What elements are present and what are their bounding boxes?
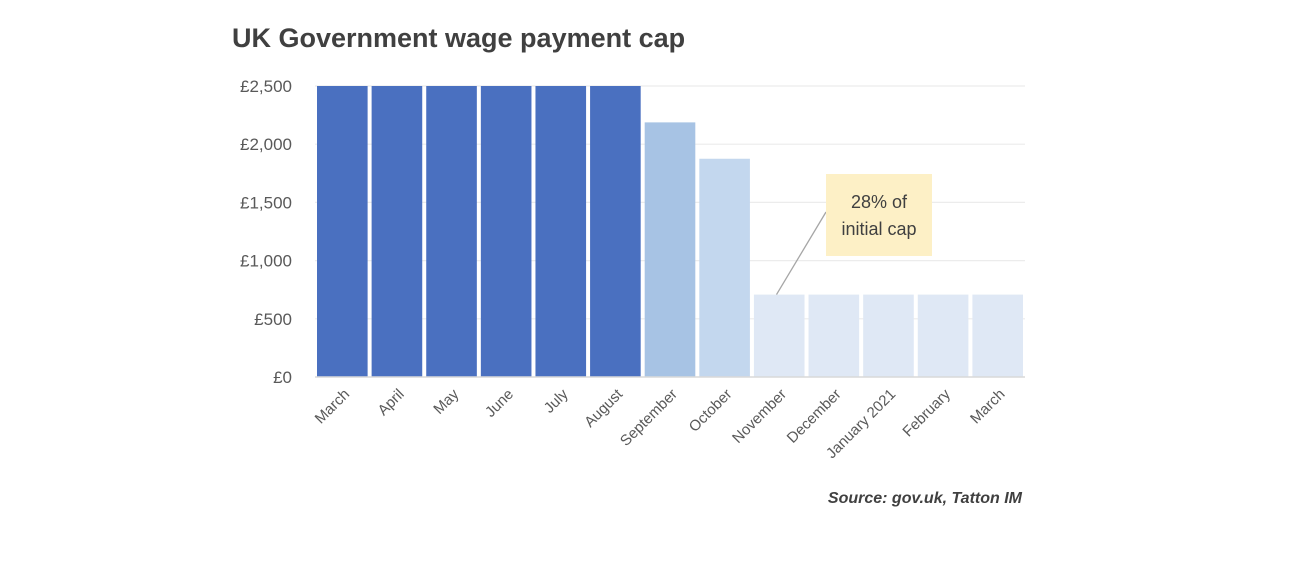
bar xyxy=(863,294,914,377)
bar xyxy=(808,294,860,377)
bar xyxy=(317,86,368,377)
x-tick-label: September xyxy=(617,386,681,450)
x-tick-label: May xyxy=(430,385,462,417)
x-tick-label: October xyxy=(686,386,736,436)
bars xyxy=(317,86,1023,377)
x-tick-label: April xyxy=(375,386,408,419)
bar xyxy=(917,294,969,377)
x-tick-label: July xyxy=(541,385,572,416)
chart-title: UK Government wage payment cap xyxy=(232,23,685,53)
annotation: 28% of initial cap xyxy=(775,174,932,295)
y-axis-ticks: £0 £500 £1,000 £1,500 £2,000 £2,500 xyxy=(240,77,292,387)
y-tick-label: £1,500 xyxy=(240,193,292,212)
annotation-box xyxy=(826,174,932,256)
bar xyxy=(480,86,532,377)
y-tick-label: £500 xyxy=(254,310,292,329)
bar xyxy=(753,294,805,377)
annotation-leader-line xyxy=(775,211,827,295)
bar xyxy=(972,294,1023,377)
source-note: Source: gov.uk, Tatton IM xyxy=(828,490,1023,507)
x-tick-label: August xyxy=(581,385,627,431)
x-tick-label: March xyxy=(967,386,1008,427)
y-tick-label: £1,000 xyxy=(240,252,292,271)
annotation-text: 28% of xyxy=(851,192,908,212)
bar xyxy=(590,86,641,377)
bar xyxy=(426,86,477,377)
bar xyxy=(644,122,696,377)
y-tick-label: £0 xyxy=(273,368,292,387)
y-tick-label: £2,500 xyxy=(240,77,292,96)
annotation-text: initial cap xyxy=(841,219,916,239)
x-tick-label: February xyxy=(899,385,954,440)
bar xyxy=(371,86,423,377)
x-tick-label: March xyxy=(312,386,353,427)
x-tick-label: June xyxy=(482,386,517,421)
y-tick-label: £2,000 xyxy=(240,135,292,154)
bar xyxy=(699,158,750,377)
x-tick-label: November xyxy=(729,386,790,447)
bar xyxy=(535,86,587,377)
